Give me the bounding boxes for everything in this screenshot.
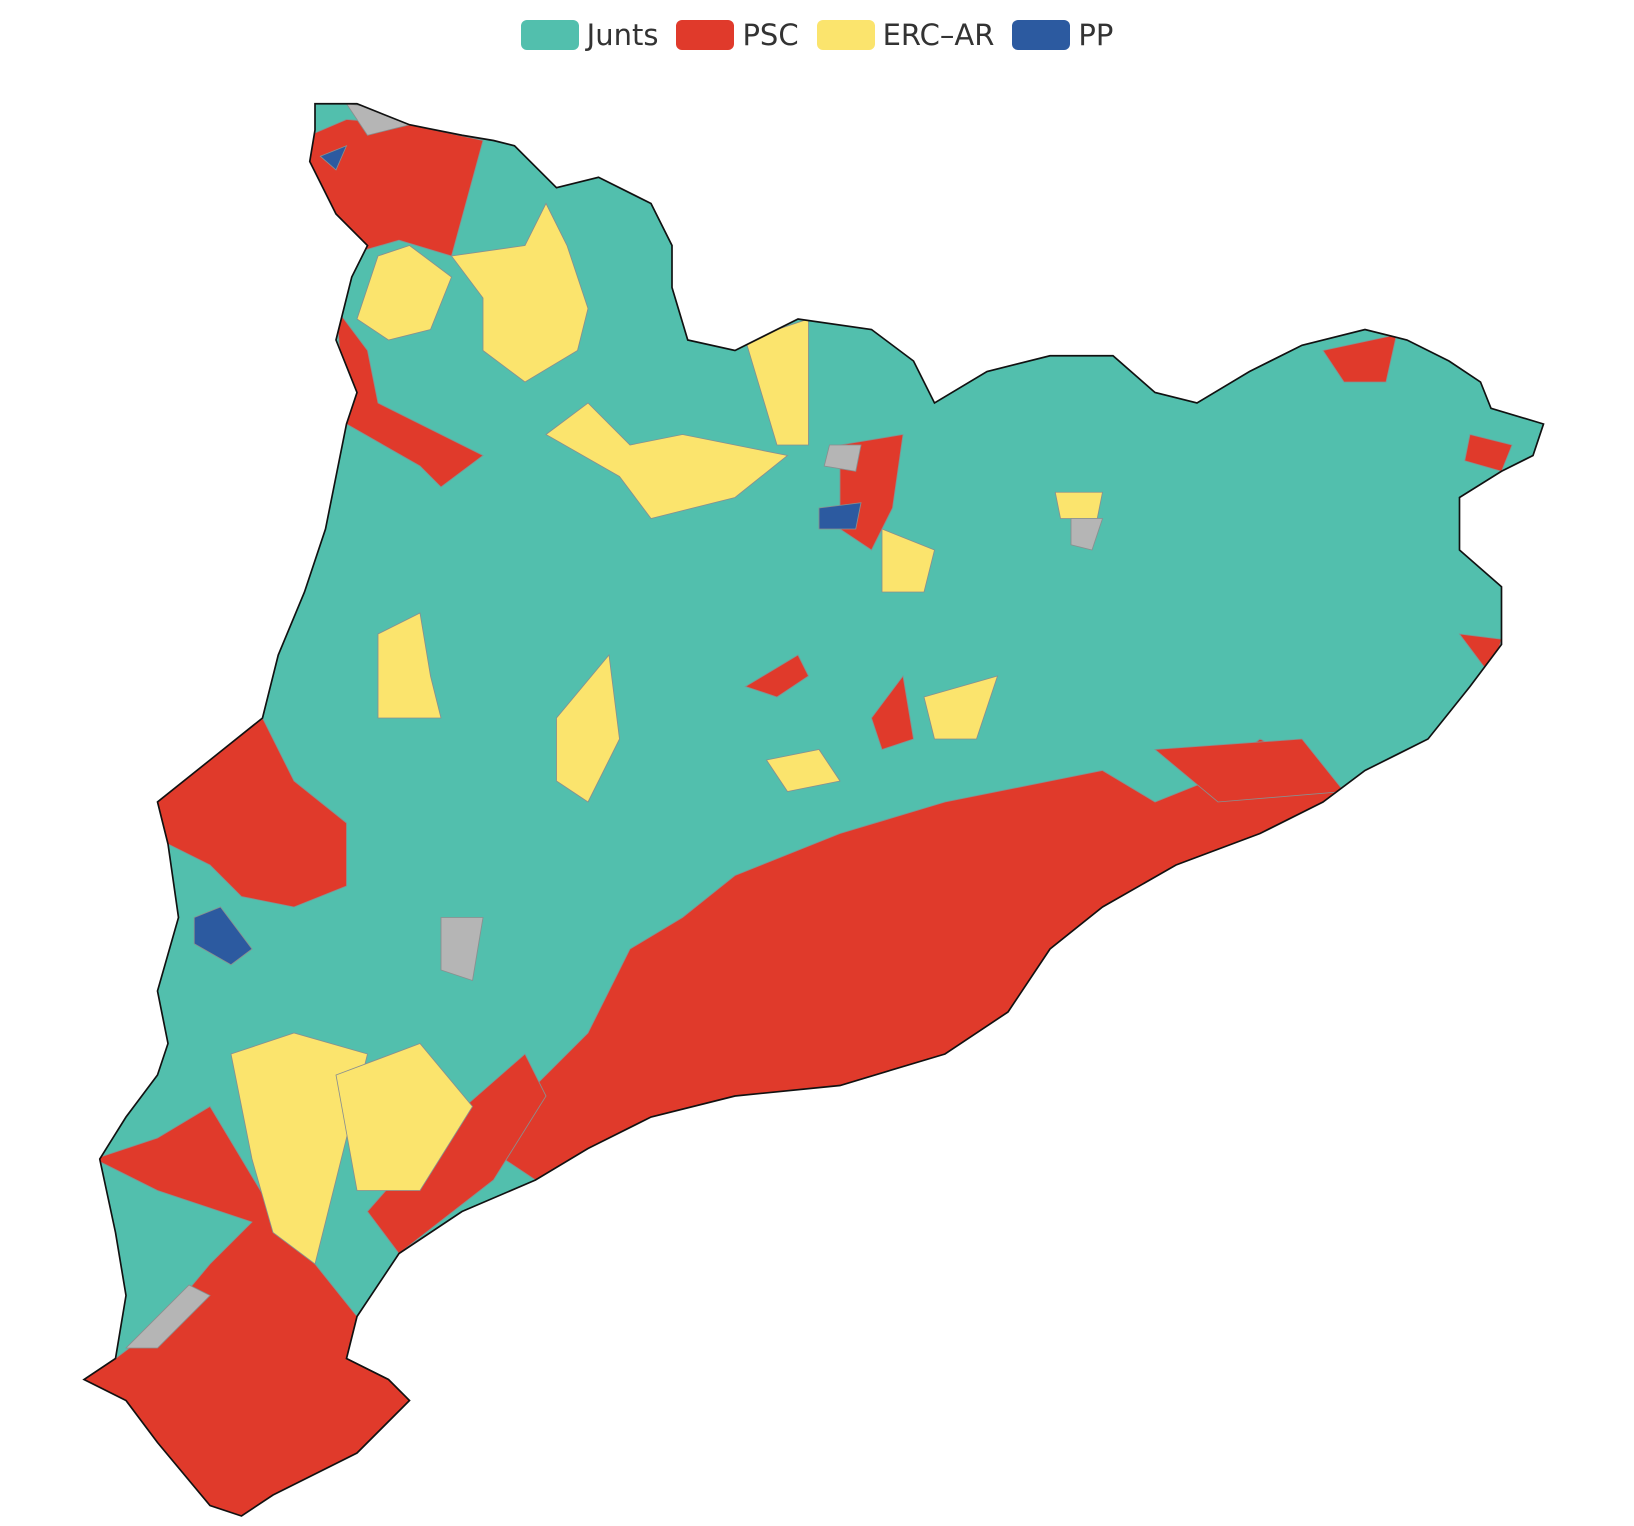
region	[356, 245, 453, 341]
regions	[83, 103, 1544, 1516]
region	[335, 1043, 474, 1191]
region	[450, 202, 589, 383]
region	[335, 307, 484, 488]
region	[744, 654, 810, 698]
legend-item: PSC	[676, 18, 799, 52]
region	[1054, 491, 1104, 519]
legend-label: ERC–AR	[882, 18, 995, 52]
legend-swatch	[816, 20, 875, 50]
legend-label: PSC	[742, 18, 799, 52]
region	[556, 653, 620, 803]
region	[319, 144, 348, 171]
region	[871, 674, 914, 751]
region	[377, 612, 442, 719]
region	[230, 1032, 369, 1265]
region	[1070, 518, 1104, 551]
region	[193, 906, 253, 966]
legend-label: Junts	[586, 18, 659, 52]
region	[823, 444, 862, 472]
region	[923, 675, 999, 740]
legend-item: ERC–AR	[816, 18, 995, 52]
region	[818, 502, 862, 530]
map-body	[83, 102, 1545, 1517]
legend-item: PP	[1012, 18, 1113, 52]
legend-swatch	[1012, 20, 1071, 50]
legend-swatch	[520, 20, 579, 50]
region	[765, 749, 841, 792]
legend: Junts PSC ERC–AR PP	[0, 18, 1634, 52]
region	[440, 917, 484, 982]
legend-label: PP	[1078, 18, 1114, 52]
legend-item: Junts	[520, 18, 659, 52]
region	[545, 402, 789, 519]
region	[1322, 334, 1398, 383]
legend-swatch	[676, 20, 735, 50]
region	[124, 1284, 211, 1349]
region	[309, 119, 484, 257]
region	[744, 318, 809, 446]
region	[881, 528, 935, 593]
